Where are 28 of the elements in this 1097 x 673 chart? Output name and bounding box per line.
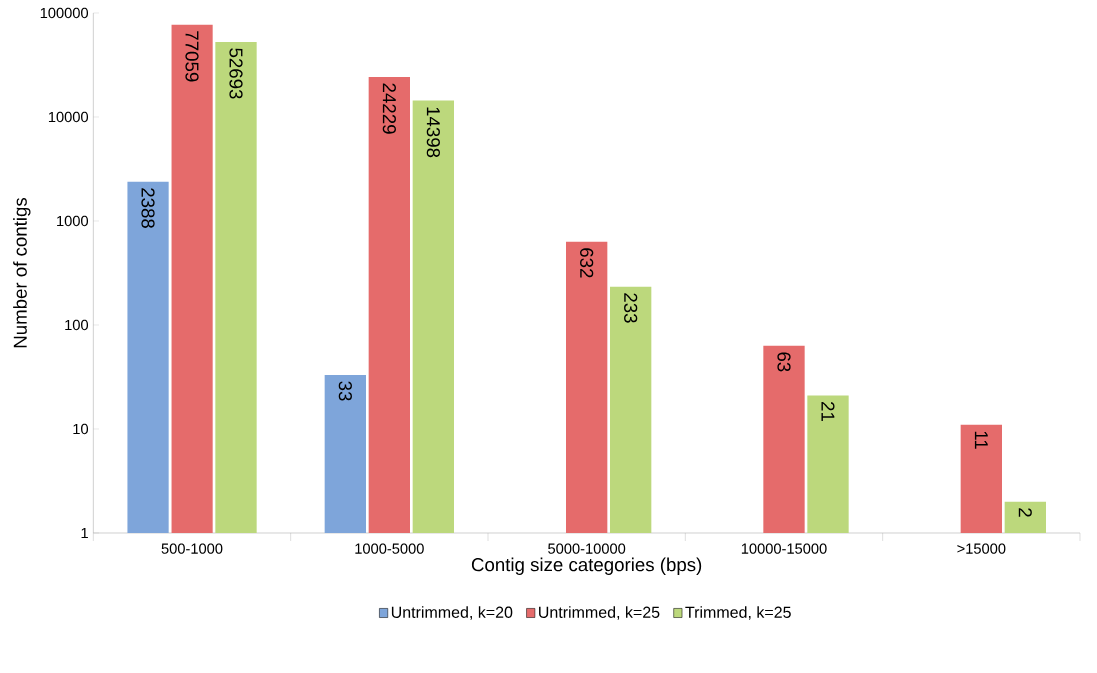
x-tick-label: >15000 xyxy=(957,543,1006,554)
data-label: 24229 xyxy=(382,83,396,134)
data-label: 2388 xyxy=(141,188,155,228)
data-label: 63 xyxy=(777,352,791,372)
data-label: 21 xyxy=(821,402,835,421)
legend-label: Trimmed, k=25 xyxy=(685,606,791,620)
legend-label: Untrimmed, k=20 xyxy=(391,606,513,620)
y-axis-title: Number of contigs xyxy=(13,197,31,348)
data-label: 233 xyxy=(624,293,638,323)
legend-label: Untrimmed, k=25 xyxy=(539,606,660,620)
x-tick-label: 1000-5000 xyxy=(355,543,424,554)
x-tick-label: 10000-15000 xyxy=(741,543,827,554)
x-tick-label: 5000-10000 xyxy=(548,543,626,554)
data-label: 77059 xyxy=(185,31,199,82)
data-label: 14398 xyxy=(426,107,440,158)
data-label: 52693 xyxy=(229,48,243,99)
y-tick-label: 1000 xyxy=(57,215,89,227)
x-axis-title: Contig size categories (bps) xyxy=(471,557,702,575)
data-label: 632 xyxy=(580,248,594,278)
x-tick-label: 500-1000 xyxy=(161,543,223,554)
y-tick-label: 100000 xyxy=(40,7,89,19)
y-tick-label: 100 xyxy=(65,319,89,331)
data-label: 33 xyxy=(338,381,352,401)
data-label: 11 xyxy=(974,431,988,449)
y-tick-label: 10 xyxy=(73,423,89,435)
y-tick-label: 10000 xyxy=(48,111,89,123)
data-label: 2 xyxy=(1018,508,1032,517)
y-tick-label: 1 xyxy=(81,527,88,539)
